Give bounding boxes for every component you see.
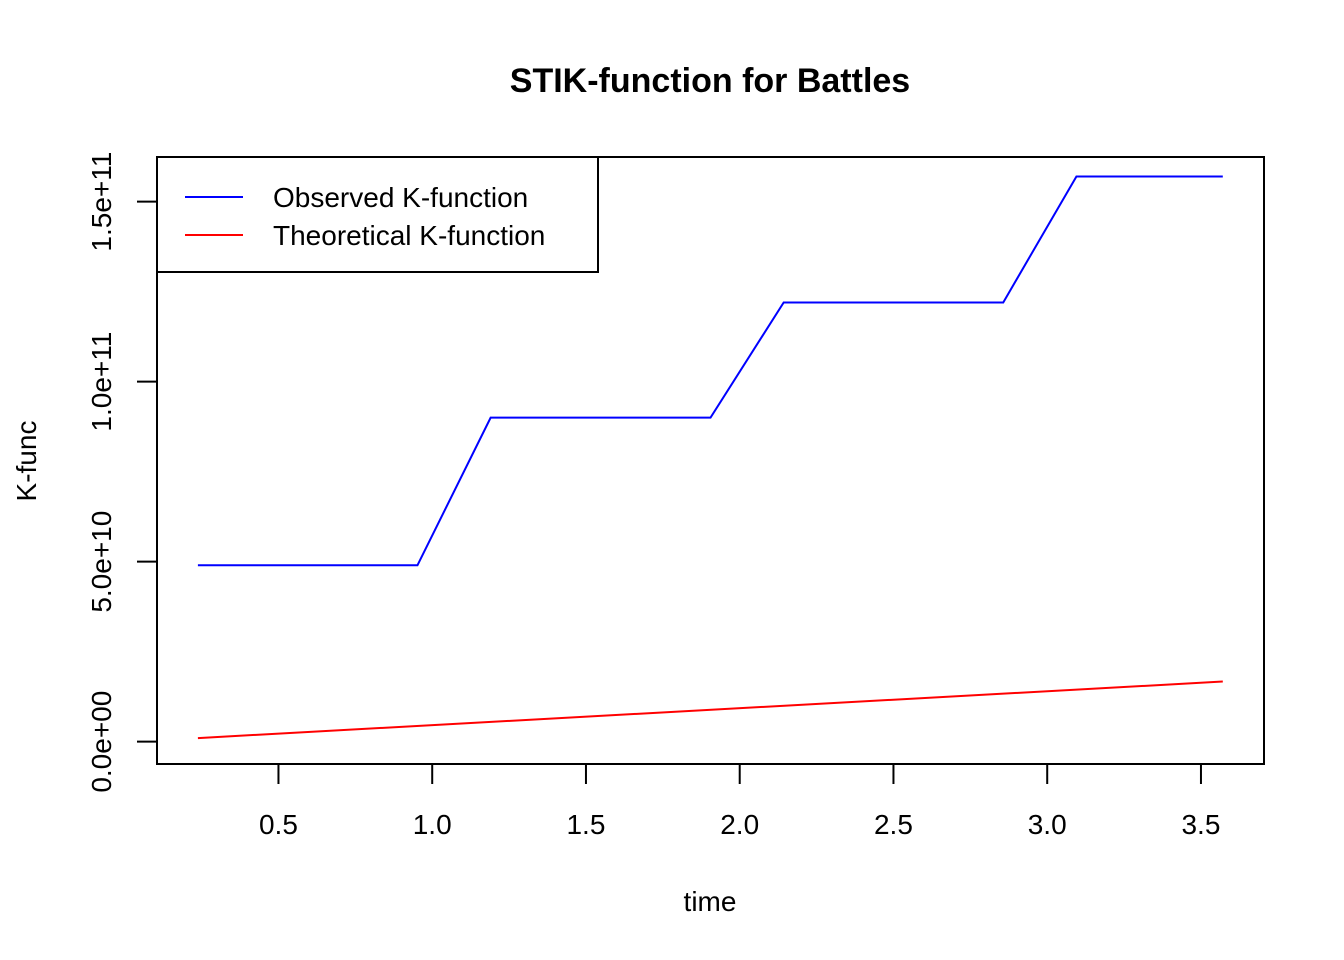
y-axis: 0.0e+00 5.0e+10 1.0e+11 1.5e+11 [86, 152, 158, 793]
legend-label-observed: Observed K-function [273, 182, 528, 213]
y-tick-label: 1.5e+11 [86, 152, 117, 252]
legend-label-theoretical: Theoretical K-function [273, 220, 545, 251]
x-axis-label: time [684, 886, 737, 917]
x-tick-label: 3.0 [1028, 809, 1067, 840]
series-layer [197, 175, 1223, 740]
y-axis-label: K-func [11, 421, 42, 502]
legend-box [156, 156, 599, 273]
y-tick-label: 1.0e+11 [86, 332, 117, 432]
chart-title: STIK-function for Battles [510, 62, 910, 100]
x-tick-label: 3.5 [1181, 809, 1220, 840]
x-tick-label: 1.0 [413, 809, 452, 840]
y-tick-label: 5.0e+10 [86, 511, 117, 613]
legend: Observed K-function Theoretical K-functi… [156, 156, 599, 273]
x-axis: 0.5 1.0 1.5 2.0 2.5 3.0 3.5 [259, 763, 1220, 840]
x-tick-label: 2.0 [720, 809, 759, 840]
series-line-0 [197, 175, 1223, 567]
series-line-1 [197, 680, 1223, 740]
y-tick-label: 0.0e+00 [86, 691, 117, 793]
x-tick-label: 0.5 [259, 809, 298, 840]
x-tick-label: 2.5 [874, 809, 913, 840]
x-tick-label: 1.5 [566, 809, 605, 840]
